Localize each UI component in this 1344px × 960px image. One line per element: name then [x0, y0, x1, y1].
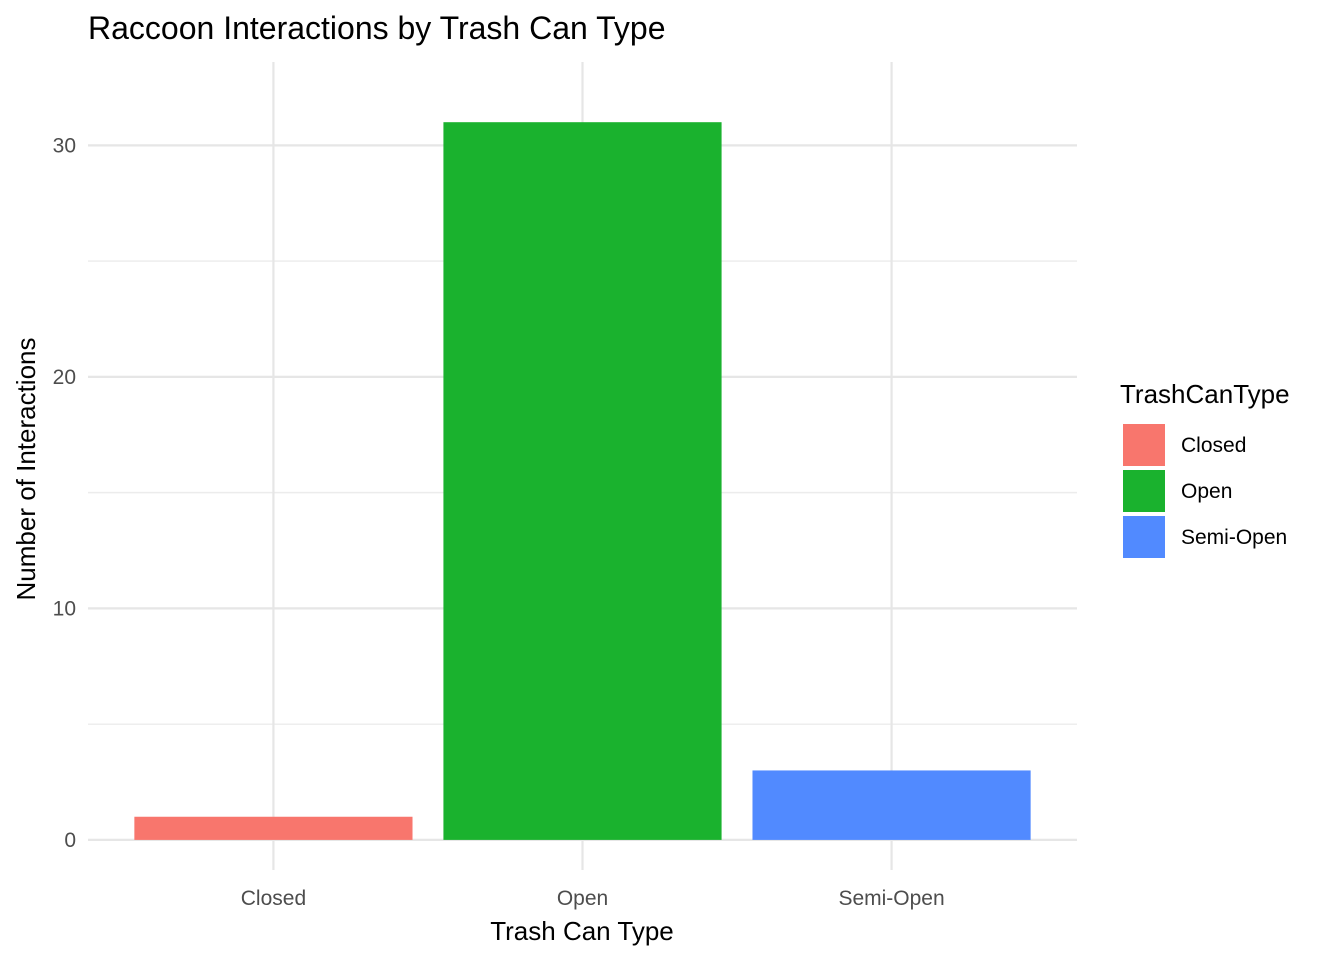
x-tick-label: Closed	[241, 887, 306, 910]
y-axis-ticks: 0 10 20 30	[53, 134, 76, 852]
x-axis-ticks: Closed Open Semi-Open	[241, 887, 945, 910]
legend-key-semi-open	[1123, 516, 1165, 558]
bar-open	[443, 122, 722, 840]
legend-label: Semi-Open	[1181, 526, 1287, 549]
chart-title: Raccoon Interactions by Trash Can Type	[88, 10, 666, 46]
y-tick-label: 20	[53, 366, 76, 389]
x-axis-title: Trash Can Type	[490, 916, 674, 946]
bar-closed	[134, 816, 413, 840]
y-axis-title: Number of Interactions	[11, 337, 41, 600]
y-tick-label: 10	[53, 597, 76, 620]
legend-key-closed	[1123, 424, 1165, 466]
legend-title: TrashCanType	[1120, 379, 1290, 409]
y-tick-label: 0	[64, 829, 76, 852]
bars	[134, 122, 1031, 840]
legend-key-open	[1123, 470, 1165, 512]
legend: TrashCanType Closed Open Semi-Open	[1120, 379, 1290, 558]
y-tick-label: 30	[53, 134, 76, 157]
x-tick-label: Semi-Open	[838, 887, 944, 910]
bar-semi-open	[752, 770, 1031, 840]
legend-label: Open	[1181, 480, 1232, 503]
legend-label: Closed	[1181, 434, 1246, 457]
x-tick-label: Open	[557, 887, 608, 910]
